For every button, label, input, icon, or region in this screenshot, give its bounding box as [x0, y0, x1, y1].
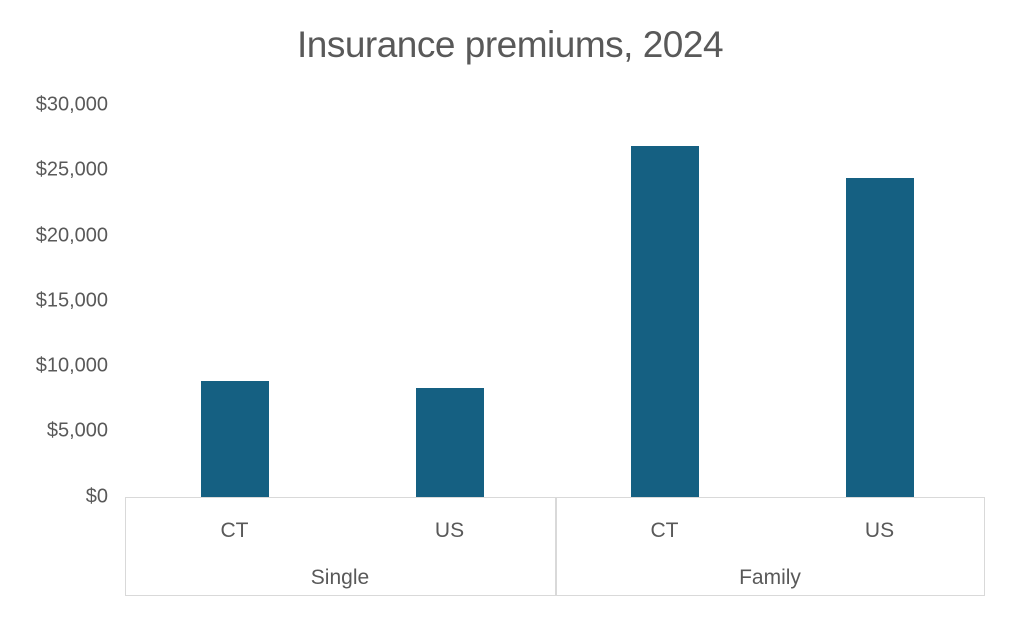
y-axis-tick-label: $20,000: [35, 223, 108, 246]
y-axis-tick-label: $10,000: [35, 354, 108, 377]
bar: [630, 146, 699, 498]
y-axis-tick-labels: $0 $5,000 $10,000 $15,000 $20,000 $25,000 $30,…: [0, 0, 108, 618]
bar: [415, 387, 484, 498]
y-axis-tick-label: $15,000: [35, 289, 108, 312]
category-label: CT: [220, 519, 249, 542]
category-group-label: Single: [310, 566, 370, 589]
y-axis-tick-label: $5,000: [46, 419, 108, 442]
chart-title: Insurance premiums, 2024: [296, 24, 724, 65]
bar: [845, 177, 914, 498]
category-label: CT: [650, 519, 679, 542]
category-label: US: [864, 519, 895, 542]
y-axis-tick-label: $30,000: [35, 93, 108, 116]
category-group-label: Family: [739, 566, 801, 589]
y-axis-tick-label: $25,000: [35, 158, 108, 181]
bar: [200, 381, 269, 498]
category-label: US: [434, 519, 465, 542]
y-axis-tick-label: $0: [85, 484, 108, 507]
category-group-divider: [555, 497, 557, 596]
